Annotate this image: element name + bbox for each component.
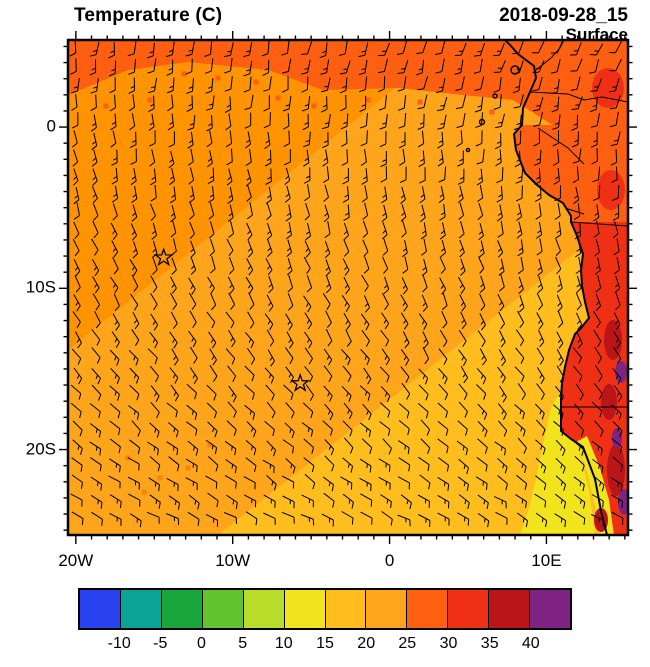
region-northwest-ocean-20-25C: [68, 40, 455, 350]
country-border: [529, 91, 628, 103]
y-axis-label: 20S: [25, 439, 56, 459]
colorbar: [78, 588, 572, 630]
colorbar-cell: [530, 590, 571, 628]
temp-speckle: [207, 442, 213, 448]
y-axis-label: 10S: [25, 277, 56, 297]
colorbar-label: 10: [274, 635, 293, 652]
axis-ticks: [59, 31, 637, 544]
country-border: [570, 221, 628, 227]
plot-frame: [66, 38, 630, 537]
temp-speckle: [215, 75, 221, 81]
temp-speckle: [181, 71, 187, 77]
wind-barbs: [69, 40, 624, 528]
hot-spot: [601, 384, 617, 420]
temp-speckle: [311, 103, 317, 109]
hot-spot: [612, 428, 622, 448]
temp-speckle: [417, 99, 423, 105]
colorbar-label: 15: [316, 635, 334, 652]
country-border: [564, 207, 585, 215]
colorbar-label: 30: [439, 635, 458, 652]
hot-spot: [597, 170, 625, 210]
colorbar-cell: [448, 590, 490, 628]
star-marker: [153, 247, 174, 267]
temp-speckle: [253, 79, 259, 85]
hot-spot: [592, 68, 624, 108]
colorbar-cell: [202, 590, 244, 628]
island-outline: [465, 147, 471, 153]
hot-spot: [615, 361, 627, 383]
island-outline: [510, 65, 520, 75]
temp-speckle: [141, 489, 147, 495]
colorbar-cell: [325, 590, 367, 628]
temp-speckle: [185, 465, 191, 471]
temp-speckle: [365, 97, 371, 103]
plot-datetime: 2018-09-28_15: [499, 5, 628, 26]
hot-spot: [618, 489, 628, 515]
colorbar-cell: [120, 590, 162, 628]
colorbar-label: 40: [521, 635, 540, 652]
hot-spot: [604, 320, 622, 360]
colorbar-label: 20: [357, 635, 376, 652]
temp-speckle: [531, 137, 537, 143]
colorbar-cell: [407, 590, 449, 628]
temp-speckle: [147, 97, 153, 103]
plot-title: Temperature (C): [74, 5, 223, 26]
map-area: [68, 40, 628, 535]
colorbar-labels: -10 -5 0 5 10 15 20 25 30 35 40: [78, 635, 572, 657]
colorbar-cell: [243, 590, 285, 628]
temp-speckle: [157, 475, 163, 481]
x-axis-label: 10W: [215, 551, 251, 570]
y-axis-label: 0: [46, 116, 56, 136]
island-outline: [492, 93, 498, 99]
colorbar-cell: [284, 590, 326, 628]
colorbar-label: -5: [153, 635, 168, 652]
temp-speckle: [103, 103, 109, 109]
colorbar-label: 25: [398, 635, 417, 652]
colorbar-label: -10: [107, 635, 131, 652]
colorbar-label: 35: [480, 635, 499, 652]
colorbar-cell: [161, 590, 203, 628]
colorbar-label: 5: [238, 635, 248, 652]
region-southeast-ocean-15-20C: [218, 245, 628, 535]
temp-speckle: [489, 109, 495, 115]
x-axis-label: 10E: [531, 551, 562, 570]
colorbar-cell: [489, 590, 531, 628]
x-axis-label: 20W: [58, 551, 94, 570]
region-warm-band-25-30C: [68, 40, 628, 155]
country-border: [537, 127, 585, 165]
colorbar-cell: [80, 590, 121, 628]
star-marker: [290, 372, 311, 392]
colorbar-label: 0: [197, 635, 206, 652]
temp-speckle: [275, 95, 281, 101]
x-axis-label: 0: [384, 551, 395, 570]
colorbar-cell: [366, 590, 408, 628]
